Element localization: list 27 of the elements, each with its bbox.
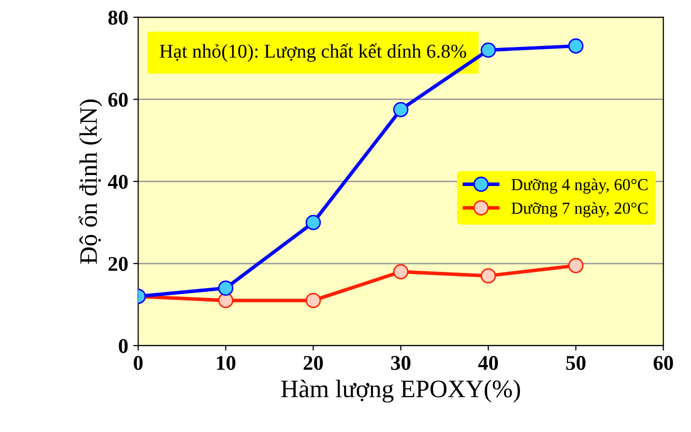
x-tick-label: 50 [566,356,586,370]
y-tick-label: 0 [118,338,128,354]
y-tick-label: 40 [108,174,128,189]
x-axis-title: Hàm lượng EPOXY(%) [281,380,520,403]
point [306,214,321,230]
x-tick-label: 20 [304,356,323,370]
legend-label: Dưỡng 7 ngày, 20°C [512,202,648,218]
x-tick-label: 60 [654,356,673,370]
legend-label: Dưỡng 4 ngày, 60°C [512,178,648,194]
point [393,264,408,280]
x-tick-label: 10 [216,356,236,370]
annotation: Hạt nhỏ(10): Lượng chất kết dính 6.8% [160,44,466,62]
y-tick-label: 80 [108,10,128,25]
x-tick-label: 30 [391,356,410,370]
point [480,268,496,284]
y-tick-label: 60 [108,92,128,107]
point [480,42,496,58]
y-axis-title: Độ ổn định (kN) [78,100,102,264]
y-tick-label: 20 [108,256,128,271]
point [568,38,584,54]
point [218,292,234,308]
x-tick-label: 0 [134,356,143,370]
point [393,102,408,118]
point [218,280,234,296]
x-tick-label: 40 [478,356,498,370]
point [568,258,584,274]
point [306,292,321,308]
